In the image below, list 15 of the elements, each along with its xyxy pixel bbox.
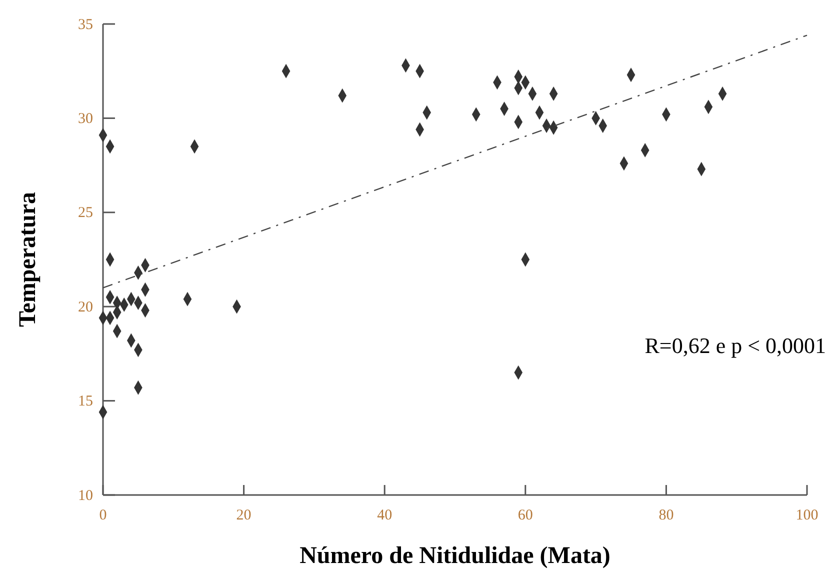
x-tick-label: 20 — [236, 508, 252, 524]
y-tick-label: 35 — [78, 16, 93, 33]
x-tick-label: 0 — [99, 508, 107, 524]
y-tick-label: 30 — [78, 111, 93, 127]
x-tick-label: 60 — [518, 508, 533, 524]
x-axis-title: Número de Nitidulidae (Mata) — [300, 543, 610, 569]
annotation: R=0,62 e p < 0,0001 — [644, 333, 826, 358]
y-axis-title: Temperatura — [15, 192, 41, 328]
y-tick-label: 15 — [78, 394, 93, 410]
x-tick-label: 40 — [377, 508, 392, 524]
x-tick-label: 100 — [796, 508, 818, 524]
y-tick-label: 20 — [78, 299, 93, 316]
x-tick-label: 80 — [658, 508, 674, 524]
y-tick-label: 10 — [78, 488, 93, 504]
y-tick-label: 25 — [78, 205, 93, 222]
